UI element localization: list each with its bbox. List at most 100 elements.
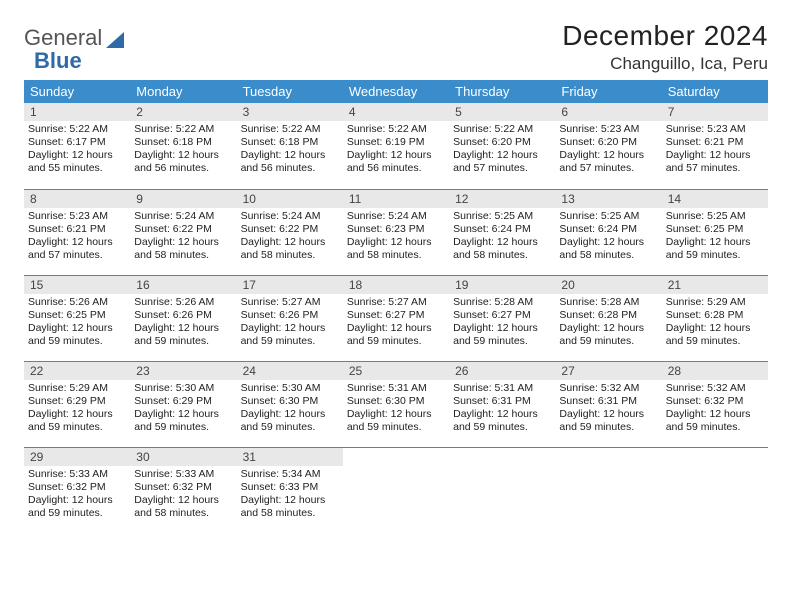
sunset-text: Sunset: 6:31 PM (559, 395, 657, 408)
sunrise-text: Sunrise: 5:24 AM (241, 210, 339, 223)
sunset-text: Sunset: 6:32 PM (666, 395, 764, 408)
weekday-header: Wednesday (343, 80, 449, 103)
sunrise-text: Sunrise: 5:27 AM (241, 296, 339, 309)
location-subtitle: Changuillo, Ica, Peru (562, 54, 768, 74)
daylight-text-2: and 59 minutes. (28, 421, 126, 434)
daylight-text-2: and 59 minutes. (28, 507, 126, 520)
sunrise-text: Sunrise: 5:31 AM (347, 382, 445, 395)
calendar-cell: 3Sunrise: 5:22 AMSunset: 6:18 PMDaylight… (237, 103, 343, 189)
day-details: Sunrise: 5:30 AMSunset: 6:30 PMDaylight:… (237, 380, 343, 439)
calendar-header-row: Sunday Monday Tuesday Wednesday Thursday… (24, 80, 768, 103)
day-details: Sunrise: 5:25 AMSunset: 6:24 PMDaylight:… (555, 208, 661, 267)
calendar-cell: 28Sunrise: 5:32 AMSunset: 6:32 PMDayligh… (662, 361, 768, 447)
day-number: 12 (449, 190, 555, 208)
weekday-header: Friday (555, 80, 661, 103)
daylight-text-2: and 58 minutes. (134, 249, 232, 262)
day-number: 30 (130, 448, 236, 466)
calendar-row: 15Sunrise: 5:26 AMSunset: 6:25 PMDayligh… (24, 275, 768, 361)
day-number: 7 (662, 103, 768, 121)
day-details: Sunrise: 5:23 AMSunset: 6:20 PMDaylight:… (555, 121, 661, 180)
day-details: Sunrise: 5:29 AMSunset: 6:28 PMDaylight:… (662, 294, 768, 353)
calendar-cell: 14Sunrise: 5:25 AMSunset: 6:25 PMDayligh… (662, 189, 768, 275)
calendar-cell: 19Sunrise: 5:28 AMSunset: 6:27 PMDayligh… (449, 275, 555, 361)
sunrise-text: Sunrise: 5:24 AM (347, 210, 445, 223)
calendar-cell: 22Sunrise: 5:29 AMSunset: 6:29 PMDayligh… (24, 361, 130, 447)
calendar-row: 22Sunrise: 5:29 AMSunset: 6:29 PMDayligh… (24, 361, 768, 447)
title-block: December 2024 Changuillo, Ica, Peru (562, 20, 768, 74)
sunset-text: Sunset: 6:25 PM (666, 223, 764, 236)
day-details: Sunrise: 5:25 AMSunset: 6:25 PMDaylight:… (662, 208, 768, 267)
calendar-table: Sunday Monday Tuesday Wednesday Thursday… (24, 80, 768, 533)
day-number: 8 (24, 190, 130, 208)
day-number: 31 (237, 448, 343, 466)
logo-word-general: General (24, 26, 102, 49)
weekday-header: Tuesday (237, 80, 343, 103)
sunset-text: Sunset: 6:22 PM (134, 223, 232, 236)
day-details: Sunrise: 5:26 AMSunset: 6:26 PMDaylight:… (130, 294, 236, 353)
sunrise-text: Sunrise: 5:33 AM (28, 468, 126, 481)
day-details: Sunrise: 5:24 AMSunset: 6:22 PMDaylight:… (130, 208, 236, 267)
sunrise-text: Sunrise: 5:28 AM (559, 296, 657, 309)
day-details: Sunrise: 5:30 AMSunset: 6:29 PMDaylight:… (130, 380, 236, 439)
daylight-text-1: Daylight: 12 hours (28, 236, 126, 249)
sunrise-text: Sunrise: 5:32 AM (559, 382, 657, 395)
daylight-text-1: Daylight: 12 hours (666, 322, 764, 335)
daylight-text-1: Daylight: 12 hours (28, 149, 126, 162)
weekday-header: Thursday (449, 80, 555, 103)
day-number: 6 (555, 103, 661, 121)
day-number: 27 (555, 362, 661, 380)
sunset-text: Sunset: 6:30 PM (241, 395, 339, 408)
sunset-text: Sunset: 6:22 PM (241, 223, 339, 236)
sunset-text: Sunset: 6:20 PM (559, 136, 657, 149)
calendar-cell (555, 447, 661, 533)
day-details: Sunrise: 5:22 AMSunset: 6:20 PMDaylight:… (449, 121, 555, 180)
daylight-text-2: and 58 minutes. (453, 249, 551, 262)
daylight-text-2: and 59 minutes. (347, 421, 445, 434)
calendar-cell: 27Sunrise: 5:32 AMSunset: 6:31 PMDayligh… (555, 361, 661, 447)
sunrise-text: Sunrise: 5:23 AM (666, 123, 764, 136)
day-details: Sunrise: 5:22 AMSunset: 6:19 PMDaylight:… (343, 121, 449, 180)
sunset-text: Sunset: 6:27 PM (347, 309, 445, 322)
sunset-text: Sunset: 6:19 PM (347, 136, 445, 149)
daylight-text-1: Daylight: 12 hours (347, 408, 445, 421)
daylight-text-2: and 59 minutes. (241, 335, 339, 348)
daylight-text-2: and 59 minutes. (453, 421, 551, 434)
sunrise-text: Sunrise: 5:24 AM (134, 210, 232, 223)
sunrise-text: Sunrise: 5:22 AM (453, 123, 551, 136)
calendar-row: 29Sunrise: 5:33 AMSunset: 6:32 PMDayligh… (24, 447, 768, 533)
daylight-text-1: Daylight: 12 hours (28, 408, 126, 421)
daylight-text-1: Daylight: 12 hours (241, 494, 339, 507)
day-number: 17 (237, 276, 343, 294)
sunset-text: Sunset: 6:33 PM (241, 481, 339, 494)
calendar-cell: 4Sunrise: 5:22 AMSunset: 6:19 PMDaylight… (343, 103, 449, 189)
daylight-text-2: and 58 minutes. (241, 507, 339, 520)
day-details: Sunrise: 5:32 AMSunset: 6:31 PMDaylight:… (555, 380, 661, 439)
daylight-text-2: and 59 minutes. (347, 335, 445, 348)
day-details: Sunrise: 5:31 AMSunset: 6:31 PMDaylight:… (449, 380, 555, 439)
daylight-text-2: and 58 minutes. (559, 249, 657, 262)
calendar-cell: 26Sunrise: 5:31 AMSunset: 6:31 PMDayligh… (449, 361, 555, 447)
day-number: 14 (662, 190, 768, 208)
calendar-cell: 6Sunrise: 5:23 AMSunset: 6:20 PMDaylight… (555, 103, 661, 189)
day-details: Sunrise: 5:25 AMSunset: 6:24 PMDaylight:… (449, 208, 555, 267)
calendar-cell: 21Sunrise: 5:29 AMSunset: 6:28 PMDayligh… (662, 275, 768, 361)
daylight-text-1: Daylight: 12 hours (666, 236, 764, 249)
daylight-text-1: Daylight: 12 hours (28, 494, 126, 507)
daylight-text-1: Daylight: 12 hours (559, 149, 657, 162)
logo-word-blue: Blue (34, 48, 82, 73)
calendar-cell: 15Sunrise: 5:26 AMSunset: 6:25 PMDayligh… (24, 275, 130, 361)
calendar-cell: 10Sunrise: 5:24 AMSunset: 6:22 PMDayligh… (237, 189, 343, 275)
sunrise-text: Sunrise: 5:28 AM (453, 296, 551, 309)
sunrise-text: Sunrise: 5:30 AM (241, 382, 339, 395)
day-details: Sunrise: 5:27 AMSunset: 6:27 PMDaylight:… (343, 294, 449, 353)
sunrise-text: Sunrise: 5:29 AM (28, 382, 126, 395)
day-details: Sunrise: 5:22 AMSunset: 6:18 PMDaylight:… (237, 121, 343, 180)
calendar-cell: 8Sunrise: 5:23 AMSunset: 6:21 PMDaylight… (24, 189, 130, 275)
daylight-text-1: Daylight: 12 hours (241, 149, 339, 162)
day-details: Sunrise: 5:26 AMSunset: 6:25 PMDaylight:… (24, 294, 130, 353)
sunset-text: Sunset: 6:28 PM (559, 309, 657, 322)
sunset-text: Sunset: 6:18 PM (241, 136, 339, 149)
day-number: 5 (449, 103, 555, 121)
daylight-text-1: Daylight: 12 hours (453, 408, 551, 421)
daylight-text-2: and 59 minutes. (559, 421, 657, 434)
